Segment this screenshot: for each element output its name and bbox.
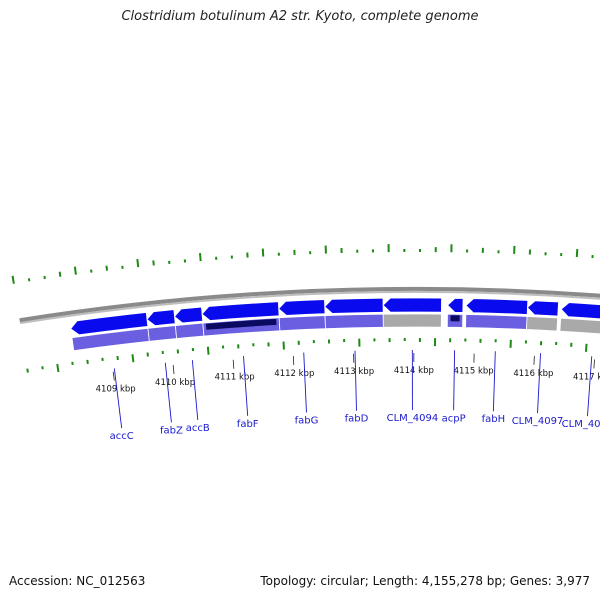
gc-content-inner-track xyxy=(26,338,588,373)
gene-arrow[interactable] xyxy=(447,297,464,313)
scale-tick-label: 4110 kbp xyxy=(155,378,195,388)
scale-tick-label: 4109 kbp xyxy=(96,385,136,395)
gene-labels[interactable]: accC fabZ accB fabF fabG fabD CLM_4094 acpP fabH… xyxy=(110,350,600,442)
gene-label-leader xyxy=(113,368,123,429)
gc-tick xyxy=(136,259,140,268)
scale-tick-label: 4115 kbp xyxy=(454,367,494,377)
domain-band xyxy=(205,318,277,330)
gene-accb[interactable] xyxy=(173,306,205,339)
gene-label-clm-4097[interactable]: CLM_4097 xyxy=(512,416,564,427)
gene-track[interactable] xyxy=(70,297,600,352)
scale-tick-label: 4114 kbp xyxy=(394,366,434,376)
gene-label-leader xyxy=(537,353,541,414)
gene-label-leader xyxy=(164,362,172,423)
gc-tick xyxy=(73,266,77,275)
gene-clm-4094[interactable] xyxy=(382,297,442,328)
feature-band[interactable] xyxy=(324,313,384,330)
scale-tick xyxy=(172,364,175,374)
gene-label-clm-4098[interactable]: CLM_4098 xyxy=(562,419,600,430)
kbp-scale: 4109 kbp 4110 kbp 4111 kbp 4112 kbp 4113 kbp… xyxy=(96,353,600,395)
gene-fabf[interactable] xyxy=(201,301,281,337)
scale-tick-label: 4111 kbp xyxy=(215,373,255,383)
gene-arrow[interactable] xyxy=(526,300,559,317)
gene-label-fabh[interactable]: fabH xyxy=(482,414,506,425)
gene-fabh[interactable] xyxy=(465,298,529,330)
feature-band[interactable] xyxy=(465,314,528,330)
feature-band[interactable] xyxy=(559,317,600,336)
gene-arrow[interactable] xyxy=(173,306,204,324)
gene-label-fabf[interactable]: fabF xyxy=(237,419,259,430)
gc-tick xyxy=(58,271,62,277)
map-title: Clostridium botulinum A2 str. Kyoto, com… xyxy=(121,9,479,24)
gene-label-fabz[interactable]: fabZ xyxy=(160,425,183,436)
feature-band[interactable] xyxy=(382,313,442,328)
gene-label-leader xyxy=(492,351,496,412)
gc-content-outer-track xyxy=(11,244,594,284)
gene-arrow[interactable] xyxy=(278,299,326,316)
scale-tick-label: 4112 kbp xyxy=(274,369,314,379)
accession-text: Accession: NC_012563 xyxy=(9,574,146,588)
gene-clm-4098[interactable] xyxy=(559,302,600,336)
gene-label-accc[interactable]: accC xyxy=(110,431,134,442)
gene-fabg[interactable] xyxy=(278,299,326,332)
gene-label-fabg[interactable]: fabG xyxy=(295,415,319,426)
gene-fabz[interactable] xyxy=(146,309,178,342)
feature-band[interactable] xyxy=(174,322,205,339)
gene-label-leader xyxy=(191,360,199,420)
gene-label-acpp[interactable]: acpP xyxy=(442,413,466,424)
gene-accc[interactable] xyxy=(70,312,150,352)
gene-label-leader xyxy=(587,356,593,417)
gene-arrow[interactable] xyxy=(560,302,600,321)
gene-label-leader xyxy=(453,350,456,411)
gc-tick xyxy=(105,265,109,271)
gc-tick xyxy=(56,363,60,373)
scale-tick-label: 4117 kbp xyxy=(573,372,600,382)
scale-tick-label: 4113 kbp xyxy=(334,367,374,377)
gene-label-leader xyxy=(303,352,307,413)
feature-band[interactable] xyxy=(526,316,559,332)
gc-tick xyxy=(584,343,588,352)
gene-arrow[interactable] xyxy=(146,309,176,327)
scale-tick xyxy=(232,359,235,369)
gc-tick xyxy=(11,275,15,284)
gc-tick xyxy=(575,248,579,258)
backbone-inner-arc xyxy=(19,291,600,325)
gene-arrow[interactable] xyxy=(382,297,442,313)
scale-tick xyxy=(112,371,115,381)
gc-tick xyxy=(152,260,155,266)
gene-clm-4097[interactable] xyxy=(526,300,559,332)
gene-label-leader xyxy=(243,356,249,416)
gene-label-fabd[interactable]: fabD xyxy=(345,414,369,425)
gene-fabd[interactable] xyxy=(324,297,384,330)
gene-label-leader xyxy=(354,350,357,411)
gc-tick xyxy=(26,368,29,373)
genome-backbone xyxy=(19,287,600,325)
gc-tick xyxy=(86,359,89,364)
gene-acpp[interactable] xyxy=(446,297,464,328)
gene-arrow[interactable] xyxy=(465,298,529,315)
backbone-arc xyxy=(19,287,600,323)
genome-summary-text: Topology: circular; Length: 4,155,278 bp… xyxy=(260,574,590,588)
gc-tick xyxy=(206,346,210,355)
gene-label-accb[interactable]: accB xyxy=(186,423,210,434)
gene-arrow[interactable] xyxy=(324,297,384,314)
scale-tick xyxy=(593,359,595,369)
domain-band xyxy=(450,315,460,322)
feature-band[interactable] xyxy=(278,315,326,332)
scale-tick-label: 4116 kbp xyxy=(513,369,553,379)
gc-tick xyxy=(131,354,135,363)
gene-arrow[interactable] xyxy=(201,301,280,321)
gc-tick xyxy=(199,252,202,262)
gene-label-clm-4094[interactable]: CLM_4094 xyxy=(387,413,439,424)
feature-band[interactable] xyxy=(147,325,178,342)
